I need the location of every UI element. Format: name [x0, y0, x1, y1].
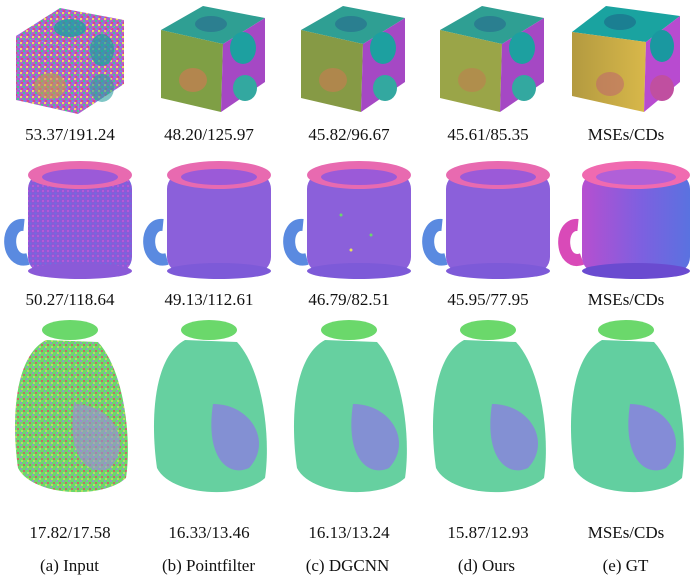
mug-dgcnn-image	[281, 155, 417, 283]
mug-ours-image	[420, 155, 556, 283]
metric-value: 15.87/12.93	[447, 523, 529, 542]
metric-value: MSEs/CDs	[587, 290, 665, 309]
metric-value: MSEs/CDs	[587, 523, 665, 542]
column-caption-input: (a) Input	[39, 556, 99, 575]
metric-value: 16.33/13.46	[168, 523, 250, 542]
cube-gt-image	[558, 0, 694, 118]
metric-value: 53.37/191.24	[25, 125, 115, 144]
metric-value: 46.79/82.51	[308, 290, 390, 309]
metric-value: 17.82/17.58	[29, 523, 111, 542]
lion-ours-image	[420, 318, 556, 506]
metric-value: MSEs/CDs	[587, 125, 665, 144]
metric-value: 16.13/13.24	[308, 523, 390, 542]
lion-pointfilter-image	[141, 318, 277, 506]
mug-gt-image	[558, 155, 694, 283]
metric-value: 45.82/96.67	[308, 125, 390, 144]
mug-pointfilter-image	[141, 155, 277, 283]
mug-input-image	[2, 155, 138, 283]
cube-dgcnn-image	[281, 0, 417, 118]
metric-value: 49.13/112.61	[164, 290, 254, 309]
metric-value: 45.61/85.35	[447, 125, 529, 144]
column-caption-dgcnn: (c) DGCNN	[305, 556, 390, 575]
cube-pointfilter-image	[141, 0, 277, 118]
metric-value: 45.95/77.95	[447, 290, 529, 309]
metric-value: 48.20/125.97	[164, 125, 254, 144]
column-caption-ours: (d) Ours	[457, 556, 516, 575]
lion-dgcnn-image	[281, 318, 417, 506]
cube-input-image	[2, 0, 138, 118]
metric-value: 50.27/118.64	[25, 290, 115, 309]
column-caption-pointfilter: (b) Pointfilter	[161, 556, 255, 575]
cube-ours-image	[420, 0, 556, 118]
column-caption-gt: (e) GT	[602, 556, 649, 575]
lion-input-image	[2, 318, 138, 506]
lion-gt-image	[558, 318, 694, 506]
